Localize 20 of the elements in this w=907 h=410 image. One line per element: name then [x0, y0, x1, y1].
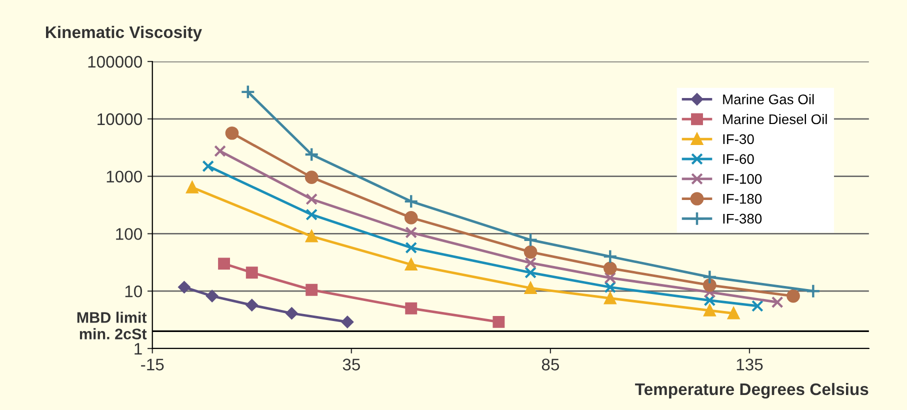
y-tick-label: 10 [125, 286, 142, 298]
y-axis-title: Kinematic Viscosity [46, 26, 202, 42]
legend-label: IF-60 [723, 154, 754, 164]
y-tick-label: 100 [116, 228, 142, 240]
x-axis-title: Temperature Degrees Celsius [635, 382, 868, 399]
x-tick-label: 85 [542, 358, 560, 370]
legend-label: Marine Diesel Oil [723, 114, 827, 124]
y-tick-label: 1000 [106, 170, 142, 183]
ref-line-label: MBD limit min. 2cSt [77, 312, 147, 340]
legend-label: IF-380 [723, 214, 762, 224]
legend-label: IF-180 [723, 194, 762, 204]
x-tick-label: -15 [141, 358, 164, 370]
legend-label: IF-100 [723, 174, 762, 184]
y-tick-label: 1 [134, 343, 142, 355]
legend-label: Marine Gas Oil [723, 94, 814, 104]
x-tick-label: 135 [736, 358, 763, 370]
legend-label: IF-30 [723, 134, 754, 144]
y-tick-label: 10000 [98, 113, 142, 126]
x-tick-label: 35 [342, 358, 360, 370]
y-tick-label: 100000 [88, 56, 142, 68]
